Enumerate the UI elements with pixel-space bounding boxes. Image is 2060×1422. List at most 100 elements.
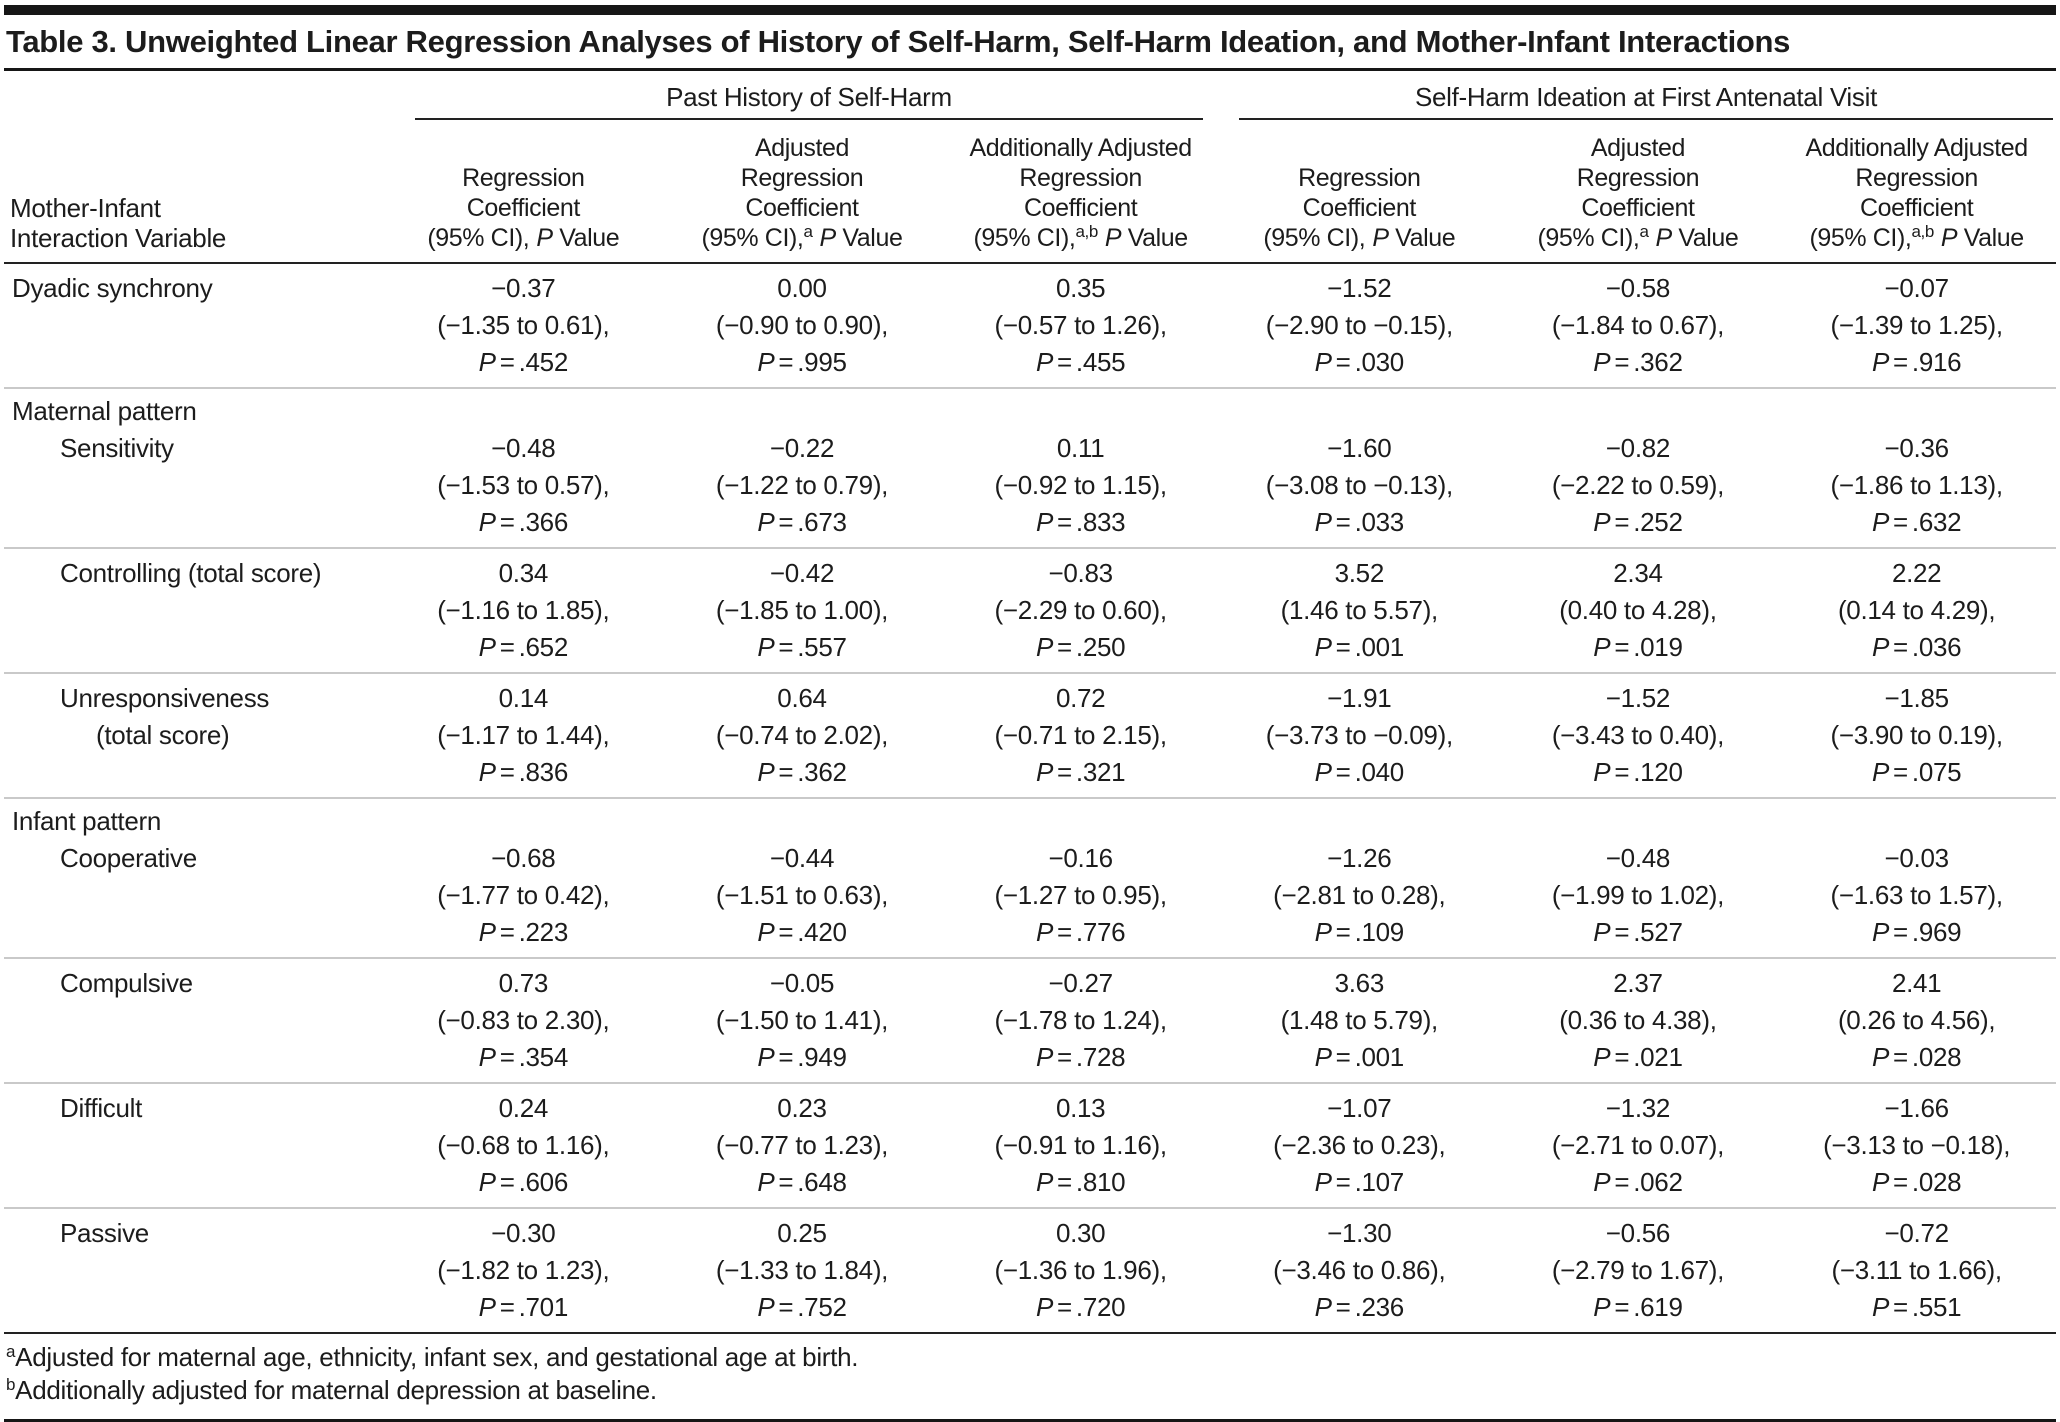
coefficient-value: 3.52 <box>1334 558 1385 588</box>
data-cell: −1.85 (−3.90 to 0.19), P = .075 <box>1777 672 2056 798</box>
coefficient-value: −0.68 <box>491 843 556 873</box>
confidence-interval: (−0.74 to 2.02), <box>715 720 889 750</box>
column-header-line: Regression <box>1019 164 1142 192</box>
column-group-past-history: Past History of Self-Harm <box>384 71 1220 121</box>
coefficient-value: −0.72 <box>1884 1218 1949 1248</box>
coefficient-value: −1.07 <box>1327 1093 1392 1123</box>
confidence-interval: (−3.46 to 0.86), <box>1273 1255 1446 1285</box>
confidence-interval: (−1.16 to 1.85), <box>437 595 610 625</box>
coefficient-value: −1.66 <box>1884 1093 1949 1123</box>
data-cell: −0.56 (−2.79 to 1.67), P = .619 <box>1498 1207 1778 1332</box>
confidence-interval: (−0.77 to 1.23), <box>715 1130 889 1160</box>
column-header-line: Coefficient <box>1860 194 1974 222</box>
data-cell: 2.37 (0.36 to 4.38), P = .021 <box>1498 957 1778 1083</box>
column-group-label: Past History of Self-Harm <box>415 81 1203 120</box>
coefficient-value: −1.85 <box>1884 683 1949 713</box>
coefficient-value: −0.22 <box>769 433 835 463</box>
confidence-interval: (−2.79 to 1.67), <box>1551 1255 1725 1285</box>
column-header: Regression Coefficient (95% CI), P Value <box>384 121 663 264</box>
p-value: P = .995 <box>757 347 847 377</box>
p-value: P = .557 <box>757 632 847 662</box>
p-value: P = .551 <box>1871 1292 1962 1322</box>
data-cell: 2.41 (0.26 to 4.56), P = .028 <box>1777 957 2056 1083</box>
footnotes: aAdjusted for maternal age, ethnicity, i… <box>4 1332 2056 1415</box>
p-value: P = .619 <box>1593 1292 1683 1322</box>
coefficient-value: 0.72 <box>1055 683 1106 713</box>
confidence-interval: (−1.78 to 1.24), <box>994 1005 1168 1035</box>
data-cell: −0.48 (−1.53 to 0.57), P = .366 <box>384 430 663 548</box>
column-header-row: Mother-Infant Interaction Variable Regre… <box>4 121 2056 264</box>
column-header-line: Coefficient <box>1581 194 1695 222</box>
p-value: P = .648 <box>757 1167 847 1197</box>
column-header-line: Coefficient <box>466 194 581 222</box>
confidence-interval: (1.46 to 5.57), <box>1280 595 1439 625</box>
confidence-interval: (−0.71 to 2.15), <box>994 720 1168 750</box>
data-cell: 0.34 (−1.16 to 1.85), P = .652 <box>384 547 663 673</box>
confidence-interval: (0.14 to 4.29), <box>1837 595 1996 625</box>
p-value: P = .250 <box>1035 632 1126 662</box>
row-label: Dyadic synchrony <box>4 262 384 388</box>
column-header-ci-p-line: (95% CI),a P Value <box>701 222 903 252</box>
group-row-stub <box>4 71 384 121</box>
data-cell: 0.11 (−0.92 to 1.15), P = .833 <box>941 430 1220 548</box>
column-header: Adjusted Regression Coefficient (95% CI),a P… <box>662 121 942 264</box>
row-label-line: Compulsive <box>60 968 193 998</box>
footnote-marker: a <box>803 222 813 241</box>
confidence-interval: (−1.99 to 1.02), <box>1551 880 1725 910</box>
coefficient-value: −1.32 <box>1605 1093 1671 1123</box>
section-header-row: Infant pattern <box>4 797 2056 840</box>
confidence-interval: (−2.36 to 0.23), <box>1273 1130 1446 1160</box>
coefficient-value: −0.36 <box>1884 433 1949 463</box>
confidence-interval: (0.36 to 4.38), <box>1559 1005 1717 1035</box>
coefficient-value: 0.11 <box>1056 433 1105 463</box>
column-group-label: Self-Harm Ideation at First Antenatal Vi… <box>1238 81 2053 120</box>
table-row: Controlling (total score) 0.34 (−1.16 to 1… <box>4 547 2056 673</box>
data-cell: 0.30 (−1.36 to 1.96), P = .720 <box>941 1207 1220 1332</box>
p-value: P = .075 <box>1871 757 1962 787</box>
table-row: Difficult 0.24 (−0.68 to 1.16), P = .606 0.23 (… <box>4 1082 2056 1208</box>
column-group-ideation: Self-Harm Ideation at First Antenatal Vi… <box>1220 71 2056 121</box>
table-row: Unresponsiveness (total score) 0.14 (−1.17 … <box>4 672 2056 798</box>
data-cell: −1.07 (−2.36 to 0.23), P = .107 <box>1219 1082 1499 1208</box>
coefficient-value: 0.73 <box>498 968 549 998</box>
p-value: P = .109 <box>1314 917 1405 947</box>
coefficient-value: −1.91 <box>1327 683 1392 713</box>
table-header: Past History of Self-Harm Self-Harm Idea… <box>4 71 2056 264</box>
regression-table: Past History of Self-Harm Self-Harm Idea… <box>4 71 2056 1332</box>
row-label-header: Mother-Infant Interaction Variable <box>4 121 384 264</box>
coefficient-value: −0.44 <box>769 843 835 873</box>
confidence-interval: (−3.13 to −0.18), <box>1823 1130 2011 1160</box>
coefficient-value: −0.03 <box>1884 843 1949 873</box>
row-label-header-line: Mother-Infant <box>10 193 161 223</box>
column-header-ci-p-line: (95% CI),a,b P Value <box>1809 222 2024 252</box>
coefficient-value: 0.00 <box>777 273 827 303</box>
confidence-interval: (−3.11 to 1.66), <box>1831 1255 2002 1285</box>
coefficient-value: 3.63 <box>1334 968 1385 998</box>
coefficient-value: −1.52 <box>1327 273 1392 303</box>
data-cell: 0.24 (−0.68 to 1.16), P = .606 <box>384 1082 663 1208</box>
table-row: Sensitivity −0.48 (−1.53 to 0.57), P = .366 −0… <box>4 430 2056 548</box>
p-value: P = .354 <box>478 1042 569 1072</box>
footnote-marker: a <box>1639 222 1649 241</box>
confidence-interval: (−2.22 to 0.59), <box>1551 470 1725 500</box>
data-cell: 0.35 (−0.57 to 1.26), P = .455 <box>941 262 1220 388</box>
p-value: P = .728 <box>1035 1042 1126 1072</box>
p-value: P = .062 <box>1593 1167 1683 1197</box>
p-value: P = .420 <box>757 917 847 947</box>
footnote-marker: a,b <box>1075 222 1098 241</box>
data-cell: −1.52 (−2.90 to −0.15), P = .030 <box>1219 262 1499 388</box>
row-label-line: Difficult <box>60 1093 143 1123</box>
data-cell: 0.64 (−0.74 to 2.02), P = .362 <box>662 672 942 798</box>
coefficient-value: 0.14 <box>498 683 549 713</box>
data-cell: −0.68 (−1.77 to 0.42), P = .223 <box>384 840 663 958</box>
coefficient-value: 0.25 <box>777 1218 827 1248</box>
row-label-line: (total score) <box>96 720 230 750</box>
column-header-line: Adjusted <box>754 134 850 162</box>
confidence-interval: (−0.68 to 1.16), <box>437 1130 610 1160</box>
coefficient-value: 0.64 <box>777 683 827 713</box>
data-cell: −1.32 (−2.71 to 0.07), P = .062 <box>1498 1082 1778 1208</box>
row-label-line: Passive <box>60 1218 149 1248</box>
data-cell: 0.25 (−1.33 to 1.84), P = .752 <box>662 1207 942 1332</box>
coefficient-value: −0.07 <box>1884 273 1949 303</box>
data-cell: −1.26 (−2.81 to 0.28), P = .109 <box>1220 840 1499 958</box>
